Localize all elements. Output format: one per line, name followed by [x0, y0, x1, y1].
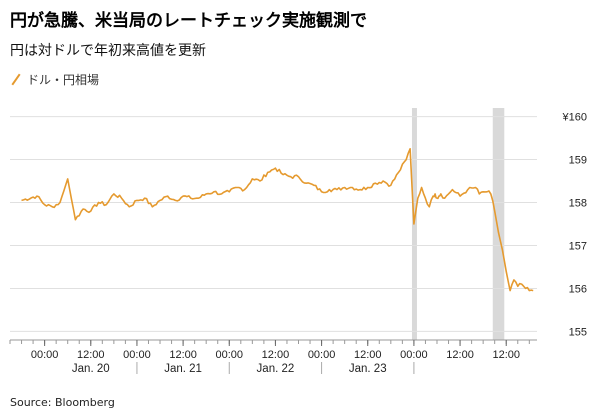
- x-tick-label: 12:00: [492, 349, 520, 361]
- x-tick-label: 00:00: [123, 349, 151, 361]
- x-tick-label: 00:00: [308, 349, 336, 361]
- day-label: Jan. 21: [164, 363, 202, 375]
- x-tick-label: 12:00: [446, 349, 474, 361]
- x-tick-label: 00:00: [31, 349, 59, 361]
- y-tick-label: 155: [569, 326, 587, 338]
- y-tick-label: 158: [569, 198, 587, 210]
- source-note: Source: Bloomberg: [10, 396, 115, 409]
- series-line-usdjpy: [21, 148, 534, 292]
- y-tick-label: ¥160: [562, 112, 587, 124]
- x-tick-label: 12:00: [262, 349, 290, 361]
- highlight-band-1: [492, 108, 505, 340]
- chart-subtitle: 円は対ドルで年初来高値を更新: [10, 43, 206, 59]
- x-tick-label: 00:00: [400, 349, 428, 361]
- x-tick-label: 12:00: [169, 349, 197, 361]
- day-label: Jan. 22: [257, 363, 295, 375]
- legend-label: ドル・円相場: [27, 73, 100, 87]
- y-tick-label: 157: [569, 240, 587, 252]
- y-tick-label: 156: [569, 283, 587, 295]
- x-tick-label: 00:00: [215, 349, 243, 361]
- legend: ドル・円相場: [10, 71, 99, 88]
- x-tick-label: 12:00: [77, 349, 105, 361]
- y-tick-label: 159: [569, 155, 587, 167]
- day-label: Jan. 23: [349, 363, 387, 375]
- chart-title: 円が急騰、米当局のレートチェック実施観測で: [10, 11, 367, 31]
- day-label: Jan. 20: [72, 363, 110, 375]
- x-tick-label: 12:00: [354, 349, 382, 361]
